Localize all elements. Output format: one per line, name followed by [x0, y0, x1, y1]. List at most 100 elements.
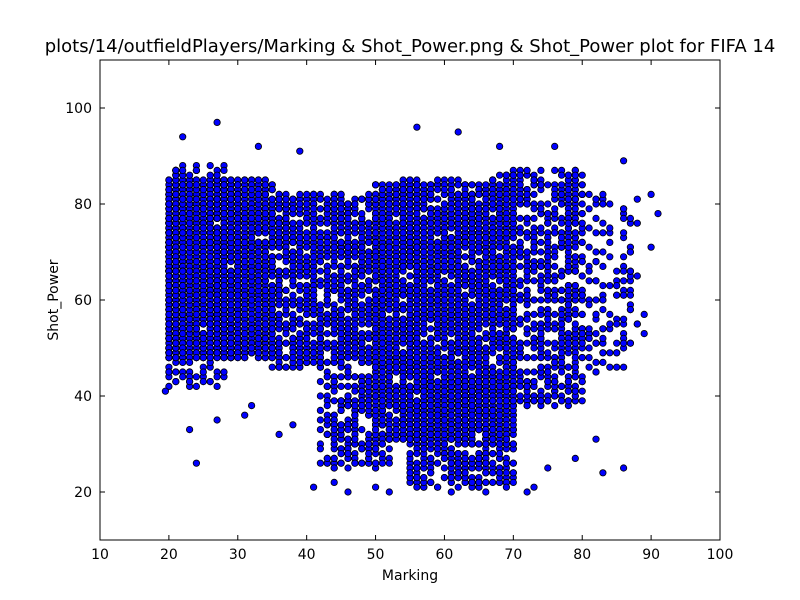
data-point — [282, 257, 290, 266]
data-point — [344, 243, 352, 251]
data-point — [330, 320, 338, 328]
data-point — [344, 257, 352, 266]
data-point — [482, 320, 490, 328]
data-point — [337, 267, 345, 275]
data-point — [358, 224, 366, 232]
data-point — [227, 315, 235, 323]
data-point — [289, 291, 297, 299]
data-point — [392, 205, 400, 213]
data-point — [254, 334, 262, 342]
data-point — [289, 310, 297, 318]
data-point — [275, 310, 283, 318]
data-point — [365, 296, 373, 304]
data-point — [241, 200, 249, 208]
data-point — [330, 253, 338, 261]
data-point — [296, 339, 304, 347]
data-point — [248, 257, 256, 266]
data-point — [241, 329, 249, 338]
data-point — [371, 214, 380, 222]
data-point — [234, 334, 242, 342]
data-point — [309, 267, 318, 275]
data-point — [241, 339, 249, 347]
data-point — [234, 195, 242, 203]
data-point — [309, 190, 318, 198]
data-point — [351, 320, 359, 328]
data-point — [323, 205, 331, 213]
data-point — [309, 243, 318, 251]
data-point — [248, 186, 256, 194]
data-point — [282, 248, 290, 256]
data-point — [330, 224, 338, 232]
data-point — [296, 234, 304, 242]
data-point — [227, 339, 235, 347]
data-point — [248, 315, 256, 323]
data-point — [358, 349, 366, 357]
data-point — [248, 214, 256, 222]
data-point — [303, 310, 311, 318]
data-point — [365, 277, 373, 285]
data-point — [344, 325, 352, 333]
data-point — [371, 315, 380, 323]
data-point — [365, 229, 373, 237]
data-point — [254, 277, 262, 285]
data-point — [303, 243, 311, 251]
data-point — [316, 325, 324, 333]
data-point — [392, 392, 400, 400]
data-point — [268, 363, 276, 371]
data-point — [268, 219, 276, 227]
data-point — [337, 205, 345, 213]
data-point — [289, 277, 297, 285]
data-point — [468, 339, 476, 347]
data-point — [241, 291, 249, 299]
data-point — [261, 344, 269, 352]
data-point — [241, 186, 249, 194]
data-point — [282, 339, 290, 347]
data-point — [351, 281, 359, 290]
data-point — [275, 267, 283, 275]
data-point — [289, 219, 297, 227]
data-point — [365, 257, 373, 266]
data-point — [378, 310, 386, 318]
data-point — [303, 234, 311, 242]
data-point — [282, 329, 290, 338]
data-point — [268, 195, 276, 203]
data-point — [399, 229, 407, 237]
data-point — [261, 253, 269, 261]
data-point — [282, 195, 290, 203]
data-point — [227, 176, 235, 184]
data-point — [296, 200, 304, 208]
data-point — [392, 334, 400, 342]
data-point — [282, 301, 290, 309]
data-point — [365, 286, 373, 294]
data-point — [268, 272, 276, 280]
data-point — [309, 305, 318, 314]
data-point — [268, 186, 276, 194]
data-point — [241, 277, 249, 285]
data-point — [289, 334, 297, 342]
data-point — [337, 214, 345, 222]
data-point — [234, 267, 242, 275]
data-point — [261, 272, 269, 280]
data-point — [227, 277, 235, 285]
data-point — [303, 286, 311, 294]
data-point — [303, 253, 311, 261]
data-point — [241, 238, 249, 246]
data-point — [254, 224, 262, 232]
data-point — [330, 262, 338, 270]
data-point — [323, 281, 331, 290]
data-point — [275, 363, 283, 371]
data-point — [337, 358, 345, 366]
data-point — [316, 214, 324, 222]
data-point — [289, 301, 297, 309]
data-point — [337, 248, 345, 256]
data-point — [303, 219, 311, 227]
data-point — [296, 349, 304, 357]
data-point — [365, 219, 373, 227]
data-point — [275, 205, 283, 213]
data-point — [206, 329, 214, 338]
data-point — [413, 181, 421, 189]
data-point — [358, 195, 366, 203]
data-point — [316, 301, 324, 309]
data-point — [323, 358, 331, 366]
